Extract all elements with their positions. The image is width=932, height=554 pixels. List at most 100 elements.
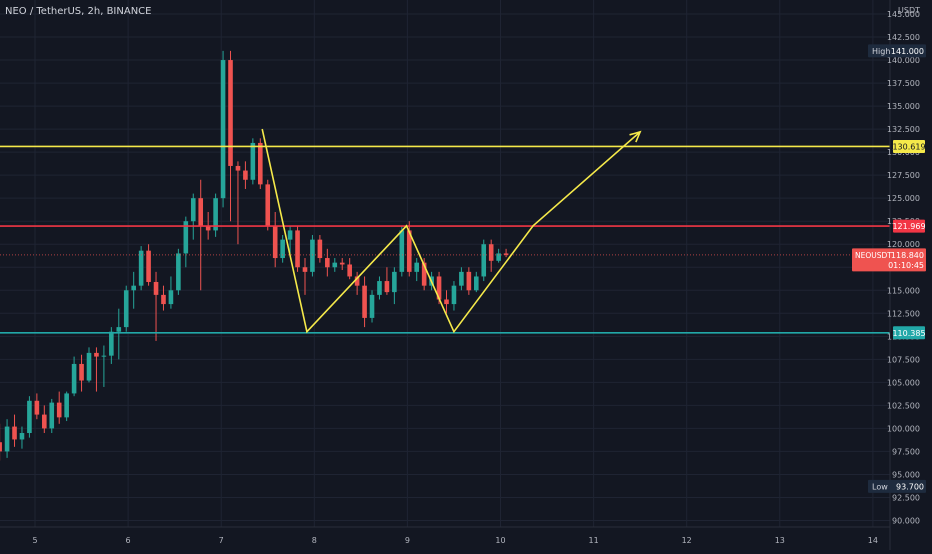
x-tick-label: 10 [495, 536, 505, 545]
y-tick-label: 142.500 [887, 33, 920, 42]
candle-body[interactable] [228, 60, 233, 166]
high-tag-value: 141.000 [891, 47, 924, 56]
candle-body[interactable] [168, 290, 174, 305]
candle-body[interactable] [325, 258, 330, 268]
candle-body[interactable] [250, 142, 256, 180]
candle-body[interactable] [473, 276, 479, 291]
candle-body[interactable] [64, 393, 69, 418]
price-level-tag[interactable] [893, 326, 925, 340]
candle-body[interactable] [310, 239, 315, 272]
candle-body[interactable] [161, 294, 166, 305]
candle-body[interactable] [384, 281, 390, 293]
candle-body[interactable] [459, 271, 464, 286]
candle-body[interactable] [19, 433, 25, 440]
y-tick-label: 90.000 [892, 517, 920, 526]
candle-body[interactable] [317, 239, 323, 259]
drawings[interactable] [0, 128, 890, 334]
candle-body[interactable] [354, 276, 360, 286]
candle-body[interactable] [466, 271, 472, 291]
y-tick-label: 132.500 [887, 125, 920, 134]
candle-body[interactable] [49, 402, 55, 429]
candle-body[interactable] [406, 230, 412, 272]
price-level-tag[interactable] [893, 139, 925, 153]
candle-body[interactable] [436, 276, 442, 300]
candle-body[interactable] [94, 352, 99, 357]
candle-body[interactable] [421, 262, 427, 286]
candle-body[interactable] [287, 230, 293, 240]
low-tag [868, 479, 926, 493]
candles[interactable] [0, 50, 509, 461]
candle-body[interactable] [399, 230, 405, 272]
candle-body[interactable] [302, 267, 308, 272]
candle-body[interactable] [101, 355, 107, 357]
candle-body[interactable] [4, 426, 10, 452]
candle-body[interactable] [116, 327, 122, 332]
candle-body[interactable] [123, 290, 129, 328]
candle-body[interactable] [235, 165, 241, 171]
candle-body[interactable] [451, 285, 457, 305]
pattern-arrowhead [629, 130, 642, 143]
y-tick-label: 145.000 [887, 10, 920, 19]
candle-body[interactable] [27, 400, 32, 434]
candle-body[interactable] [42, 414, 47, 429]
pattern-path[interactable] [261, 128, 641, 334]
candle-body[interactable] [138, 250, 144, 286]
y-tick-label: 135.000 [887, 102, 920, 111]
candle-body[interactable] [265, 184, 271, 226]
candle-body[interactable] [392, 271, 397, 293]
candle-body[interactable] [213, 198, 218, 231]
candle-body[interactable] [243, 170, 248, 180]
y-tick-label: 95.000 [892, 470, 920, 479]
current-price-tag[interactable] [852, 248, 926, 272]
candle-body[interactable] [146, 250, 151, 282]
candle-body[interactable] [488, 244, 494, 261]
candle-body[interactable] [339, 262, 345, 265]
candle-body[interactable] [377, 281, 382, 295]
y-tick-label: 102.500 [887, 401, 920, 410]
y-tick-label: 125.000 [887, 194, 920, 203]
candle-body[interactable] [205, 225, 211, 231]
y-tick-label: 137.500 [887, 79, 920, 88]
candle-body[interactable] [258, 142, 263, 185]
low-tag-label: Low [872, 482, 888, 491]
candle-body[interactable] [481, 244, 487, 277]
candle-body[interactable] [362, 285, 367, 318]
candle-body[interactable] [369, 294, 375, 318]
candle-body[interactable] [503, 253, 509, 255]
candle-body[interactable] [131, 285, 136, 291]
x-tick-label: 8 [312, 536, 317, 545]
candle-body[interactable] [176, 253, 181, 291]
candle-body[interactable] [109, 331, 114, 356]
candle-body[interactable] [153, 281, 159, 295]
candle-body[interactable] [190, 198, 196, 222]
candle-body[interactable] [71, 363, 77, 394]
candle-body[interactable] [280, 239, 285, 259]
candle-body[interactable] [198, 198, 204, 226]
x-tick-label: 14 [868, 536, 878, 545]
candle-body[interactable] [220, 60, 226, 199]
candle-body[interactable] [444, 299, 449, 305]
candle-body[interactable] [295, 230, 300, 268]
x-tick-label: 9 [405, 536, 410, 545]
y-tick-label: 97.500 [892, 447, 920, 456]
candle-body[interactable] [332, 262, 338, 268]
candle-body[interactable] [34, 400, 40, 415]
price-level-tag[interactable] [893, 219, 925, 233]
candle-body[interactable] [86, 352, 92, 381]
y-tick-label: 115.000 [887, 286, 920, 295]
candle-body[interactable] [56, 402, 62, 418]
high-tag [868, 44, 926, 58]
candle-body[interactable] [272, 225, 278, 259]
candle-body[interactable] [347, 264, 352, 277]
candle-body[interactable] [183, 221, 189, 254]
candle-body[interactable] [0, 442, 2, 452]
candle-body[interactable] [414, 262, 420, 272]
x-tick-label: 5 [32, 536, 37, 545]
candle-body[interactable] [79, 363, 84, 381]
low-tag-value: 93.700 [896, 482, 924, 491]
candle-body[interactable] [12, 426, 17, 440]
candle-body[interactable] [496, 253, 501, 261]
